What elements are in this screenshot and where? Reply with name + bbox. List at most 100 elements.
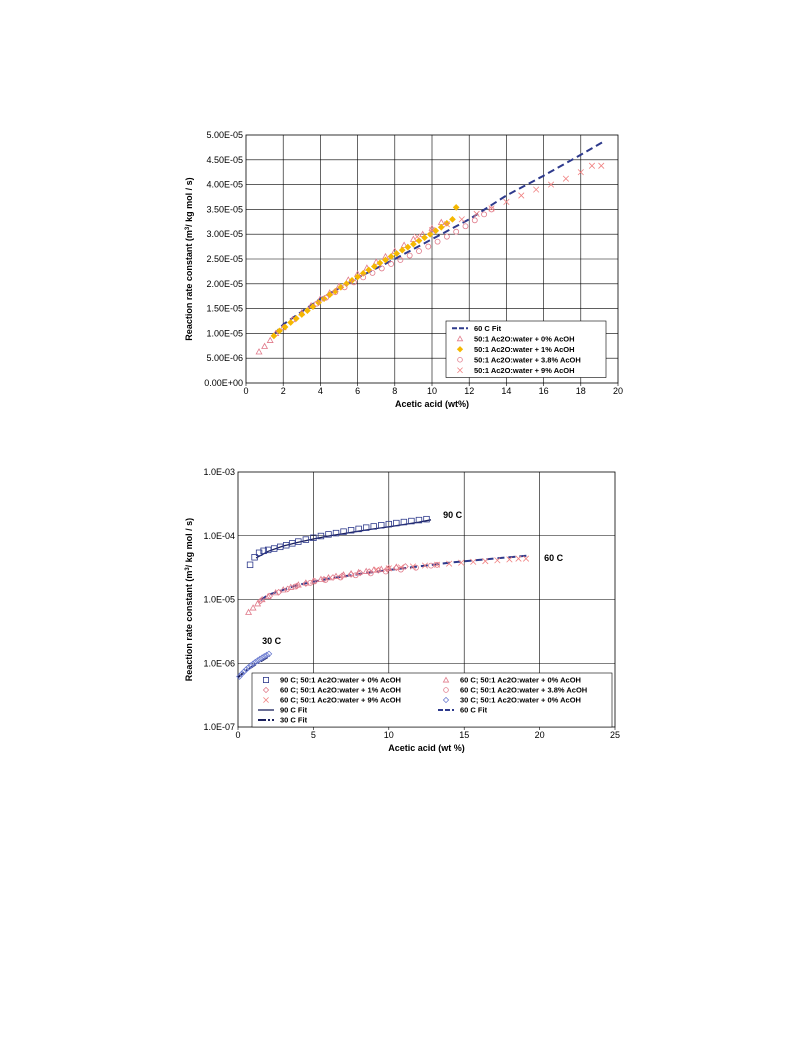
data-point bbox=[393, 250, 401, 257]
data-point bbox=[471, 217, 478, 224]
legend-label: 50:1 Ac2O:water + 9% AcOH bbox=[474, 366, 575, 375]
data-point bbox=[352, 572, 359, 579]
data-point bbox=[415, 237, 423, 245]
data-point bbox=[322, 576, 329, 583]
y-tick-label: 3.00E-05 bbox=[206, 229, 243, 239]
data-point bbox=[482, 558, 489, 565]
data-point bbox=[264, 546, 272, 554]
data-point bbox=[350, 279, 357, 286]
data-point bbox=[598, 162, 605, 169]
series-annotation: 90 C bbox=[443, 510, 463, 520]
legend-label: 50:1 Ac2O:water + 1% AcOH bbox=[474, 345, 575, 354]
data-point bbox=[522, 555, 530, 562]
data-point bbox=[503, 198, 510, 206]
data-point bbox=[326, 291, 334, 299]
data-point bbox=[359, 270, 367, 277]
data-point bbox=[392, 564, 400, 572]
data-point bbox=[254, 657, 261, 664]
y-tick-label: 1.0E-07 bbox=[203, 722, 235, 732]
data-point bbox=[434, 561, 440, 568]
data-point bbox=[423, 515, 430, 523]
data-point bbox=[275, 588, 283, 596]
y-axis-label: Reaction rate constant (m3/ kg mol / s) bbox=[184, 518, 194, 681]
data-point bbox=[317, 575, 325, 582]
data-point bbox=[242, 666, 250, 673]
data-point bbox=[323, 294, 329, 301]
legend-swatch bbox=[263, 697, 269, 703]
x-tick-label: 10 bbox=[384, 730, 394, 740]
x-tick-label: 18 bbox=[576, 386, 586, 396]
data-point bbox=[246, 561, 254, 569]
data-point bbox=[443, 221, 450, 228]
data-point bbox=[341, 284, 348, 291]
data-point bbox=[370, 263, 378, 270]
data-point bbox=[347, 570, 355, 578]
data-point bbox=[355, 525, 362, 533]
x-tick-label: 25 bbox=[610, 730, 620, 740]
data-point bbox=[263, 651, 271, 659]
data-point bbox=[518, 192, 525, 199]
data-point bbox=[373, 566, 380, 573]
chart-1-svg: 0 2 4 6 8 10 12 14 16 18 20 0.00E+00 5.00E-06 1.00E-0… bbox=[184, 130, 623, 409]
data-point bbox=[332, 289, 339, 296]
legend-label: 60 C; 50:1 Ac2O:water + 3.8% AcOH bbox=[460, 686, 587, 695]
data-point bbox=[354, 273, 361, 281]
x-tick-label: 5 bbox=[311, 730, 316, 740]
y-tick-label: 2.50E-05 bbox=[206, 254, 243, 264]
data-point bbox=[249, 660, 257, 668]
legend-swatch bbox=[456, 346, 464, 353]
data-point bbox=[302, 536, 310, 543]
data-point bbox=[458, 216, 465, 223]
legend-label: 60 C; 50:1 Ac2O:water + 0% AcOH bbox=[460, 676, 581, 685]
data-point bbox=[313, 300, 320, 307]
data-point bbox=[255, 549, 263, 557]
legend-label: 60 C Fit bbox=[460, 706, 488, 715]
data-point bbox=[249, 604, 257, 611]
data-point bbox=[533, 186, 540, 193]
x-tick-label: 10 bbox=[427, 386, 437, 396]
data-point bbox=[258, 654, 266, 662]
data-point bbox=[588, 162, 596, 169]
data-point bbox=[256, 655, 264, 663]
x-axis-label: Acetic acid (wt %) bbox=[388, 743, 465, 753]
data-point bbox=[488, 205, 495, 212]
data-point bbox=[295, 538, 302, 545]
data-point bbox=[343, 280, 350, 288]
x-tick-label: 16 bbox=[539, 386, 549, 396]
x-tick-label: 12 bbox=[464, 386, 474, 396]
data-point bbox=[365, 266, 373, 274]
data-point bbox=[385, 520, 392, 528]
legend-swatch bbox=[442, 696, 450, 704]
data-point bbox=[270, 332, 278, 340]
data-point bbox=[270, 545, 278, 552]
data-point bbox=[307, 579, 314, 586]
data-point bbox=[251, 658, 259, 666]
data-point bbox=[310, 534, 317, 541]
y-tick-label: 1.00E-05 bbox=[206, 328, 243, 338]
data-point bbox=[473, 210, 480, 217]
data-point bbox=[347, 527, 355, 534]
x-tick-label: 15 bbox=[459, 730, 469, 740]
data-point bbox=[254, 600, 262, 607]
data-point bbox=[428, 227, 436, 234]
data-point bbox=[409, 563, 417, 570]
legend-box bbox=[251, 672, 613, 728]
data-point bbox=[428, 562, 434, 569]
legend-label: 60 C Fit bbox=[474, 324, 502, 333]
data-point bbox=[255, 348, 263, 355]
data-point bbox=[426, 230, 434, 238]
legend-swatch bbox=[456, 335, 464, 342]
data-point bbox=[289, 540, 296, 547]
legend-label: 30 C; 50:1 Ac2O:water + 0% AcOH bbox=[460, 696, 581, 705]
series-group bbox=[255, 141, 605, 355]
y-tick-label: 0.00E+00 bbox=[204, 378, 243, 388]
data-point bbox=[261, 342, 269, 349]
y-tick-label: 1.0E-04 bbox=[203, 531, 235, 541]
data-point bbox=[356, 569, 364, 577]
data-point bbox=[547, 181, 555, 188]
data-point bbox=[283, 542, 290, 549]
data-point bbox=[370, 523, 377, 530]
data-point bbox=[292, 583, 299, 590]
y-tick-label: 5.00E-05 bbox=[206, 130, 243, 140]
legend-label: 50:1 Ac2O:water + 3.8% AcOH bbox=[474, 355, 581, 364]
